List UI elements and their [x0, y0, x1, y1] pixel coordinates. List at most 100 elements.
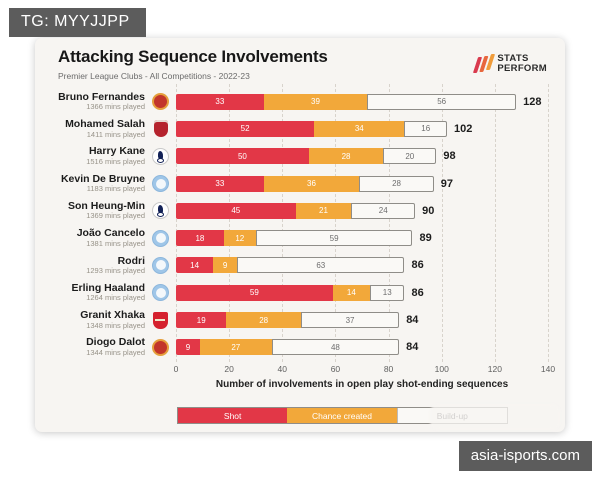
segment-shot: 33 — [176, 175, 264, 192]
gridline — [388, 84, 390, 362]
segment-shot: 14 — [176, 257, 214, 274]
segment-shot: 33 — [176, 93, 264, 110]
club-badge-cell — [145, 93, 176, 111]
gridline — [229, 84, 231, 362]
legend-build-up: Build-up — [396, 408, 507, 423]
player-label: Diogo Dalot 1344 mins played — [35, 337, 145, 357]
club-badge-cell — [145, 229, 176, 247]
gridline — [335, 84, 337, 362]
player-name: Rodri — [117, 254, 145, 267]
total-value: 128 — [523, 95, 542, 108]
segment-chance_created: 12 — [223, 230, 256, 247]
segment-build_up: 24 — [351, 202, 416, 219]
segment-chance_created: 39 — [263, 93, 368, 110]
player-row: Son Heung-Min 1369 mins played 45 21 24 90 — [35, 197, 565, 224]
legend-chance-created: Chance created — [287, 408, 397, 423]
club-badge-cell — [145, 147, 176, 165]
player-label: Son Heung-Min 1369 mins played — [35, 199, 145, 221]
segment-chance_created: 28 — [308, 148, 384, 165]
player-mins-played: 1344 mins played — [86, 347, 145, 357]
segment-chance_created: 14 — [332, 284, 370, 301]
bar-rows: Bruno Fernandes 1366 mins played 33 39 56 128… — [35, 88, 565, 361]
segment-build_up: 48 — [271, 339, 400, 356]
player-mins-played: 1366 mins played — [86, 102, 145, 112]
x-tick-label: 100 — [434, 364, 449, 374]
gridline — [548, 84, 549, 362]
player-row: Erling Haaland 1264 mins played 59 14 13 86 — [35, 279, 565, 306]
club-badge-manchester-city-icon — [152, 284, 169, 302]
x-tick-label: 120 — [487, 364, 502, 374]
gridline — [441, 84, 443, 362]
total-value: 84 — [406, 341, 419, 354]
player-row: Diogo Dalot 1344 mins played 9 27 48 84 — [35, 334, 565, 361]
x-tick-label: 60 — [330, 364, 341, 374]
segment-build_up: 56 — [367, 93, 517, 110]
segment-build_up: 20 — [383, 148, 437, 165]
watermark-website: asia-isports.com — [458, 441, 592, 471]
x-tick-label: 20 — [224, 364, 234, 374]
legend: Shot Chance created Build-up — [177, 407, 508, 424]
player-mins-played: 1183 mins played — [86, 184, 145, 194]
player-mins-played: 1516 mins played — [86, 156, 145, 166]
club-badge-cell — [145, 120, 176, 138]
stacked-bar: 18 12 59 89 — [176, 230, 432, 247]
player-name: Son Heung-Min — [68, 199, 145, 212]
player-name: Kevin De Bruyne — [60, 172, 145, 185]
player-mins-played: 1411 mins played — [86, 129, 145, 139]
total-value: 90 — [422, 204, 435, 217]
segment-chance_created: 21 — [295, 202, 352, 219]
club-badge-cell — [145, 338, 176, 356]
stacked-bar: 9 27 48 84 — [176, 339, 419, 356]
segment-build_up: 37 — [300, 312, 400, 329]
segment-shot: 50 — [176, 148, 309, 165]
total-value: 86 — [411, 286, 424, 299]
player-mins-played: 1293 mins played — [86, 266, 145, 276]
player-label: Granit Xhaka 1348 mins played — [35, 310, 145, 330]
watermark-telegram: TG: MYYJJPP — [9, 8, 146, 37]
player-row: Kevin De Bruyne 1183 mins played 33 36 28 97 — [35, 170, 565, 197]
player-name: Harry Kane — [88, 145, 145, 158]
segment-chance_created: 34 — [314, 120, 405, 137]
segment-chance_created: 36 — [263, 175, 360, 192]
x-tick-label: 40 — [277, 364, 288, 374]
segment-chance_created: 28 — [226, 312, 301, 329]
player-name: João Cancelo — [76, 227, 145, 240]
x-tick-label: 140 — [540, 364, 556, 374]
club-badge-manchester-united-icon — [152, 93, 169, 111]
club-badge-tottenham-icon — [152, 147, 169, 165]
stats-perform-stripes-icon — [473, 54, 496, 73]
total-value: 97 — [440, 177, 453, 190]
club-badge-liverpool-icon — [153, 120, 168, 138]
segment-shot: 59 — [176, 284, 333, 301]
club-badge-cell — [145, 284, 176, 302]
player-mins-played: 1381 mins played — [86, 238, 145, 248]
stacked-bar: 14 9 63 86 — [176, 257, 424, 274]
stacked-bar: 59 14 13 86 — [176, 284, 424, 301]
player-row: Mohamed Salah 1411 mins played 52 34 16 102 — [35, 115, 565, 142]
segment-build_up: 63 — [237, 257, 405, 274]
segment-chance_created: 27 — [199, 339, 272, 356]
player-label: Harry Kane 1516 mins played — [35, 146, 145, 166]
player-name: Mohamed Salah — [65, 118, 145, 131]
segment-build_up: 59 — [255, 230, 413, 247]
stacked-bar: 33 39 56 128 — [176, 93, 542, 110]
x-axis-label: Number of involvements in open play shot… — [215, 379, 509, 390]
total-value: 84 — [406, 314, 419, 327]
player-mins-played: 1264 mins played — [86, 293, 145, 303]
plot-area: Bruno Fernandes 1366 mins played 33 39 56 128… — [35, 84, 565, 370]
club-badge-manchester-united-icon — [152, 338, 169, 356]
player-mins-played: 1369 mins played — [86, 211, 145, 221]
player-label: Erling Haaland 1264 mins played — [35, 282, 145, 303]
legend-shot: Shot — [178, 408, 288, 423]
player-row: Granit Xhaka 1348 mins played 19 28 37 84 — [35, 306, 565, 333]
stacked-bar: 19 28 37 84 — [176, 312, 419, 329]
player-row: Bruno Fernandes 1366 mins played 33 39 56 128 — [35, 88, 565, 115]
club-badge-cell — [145, 202, 176, 220]
stats-perform-wordmark: STATS PERFORM — [497, 54, 547, 73]
club-badge-arsenal-icon — [153, 311, 168, 329]
stacked-bar: 45 21 24 90 — [176, 202, 435, 219]
club-badge-manchester-city-icon — [152, 256, 169, 274]
stacked-bar: 50 28 20 98 — [176, 148, 456, 165]
club-badge-manchester-city-icon — [152, 229, 169, 247]
segment-shot: 45 — [176, 202, 296, 219]
